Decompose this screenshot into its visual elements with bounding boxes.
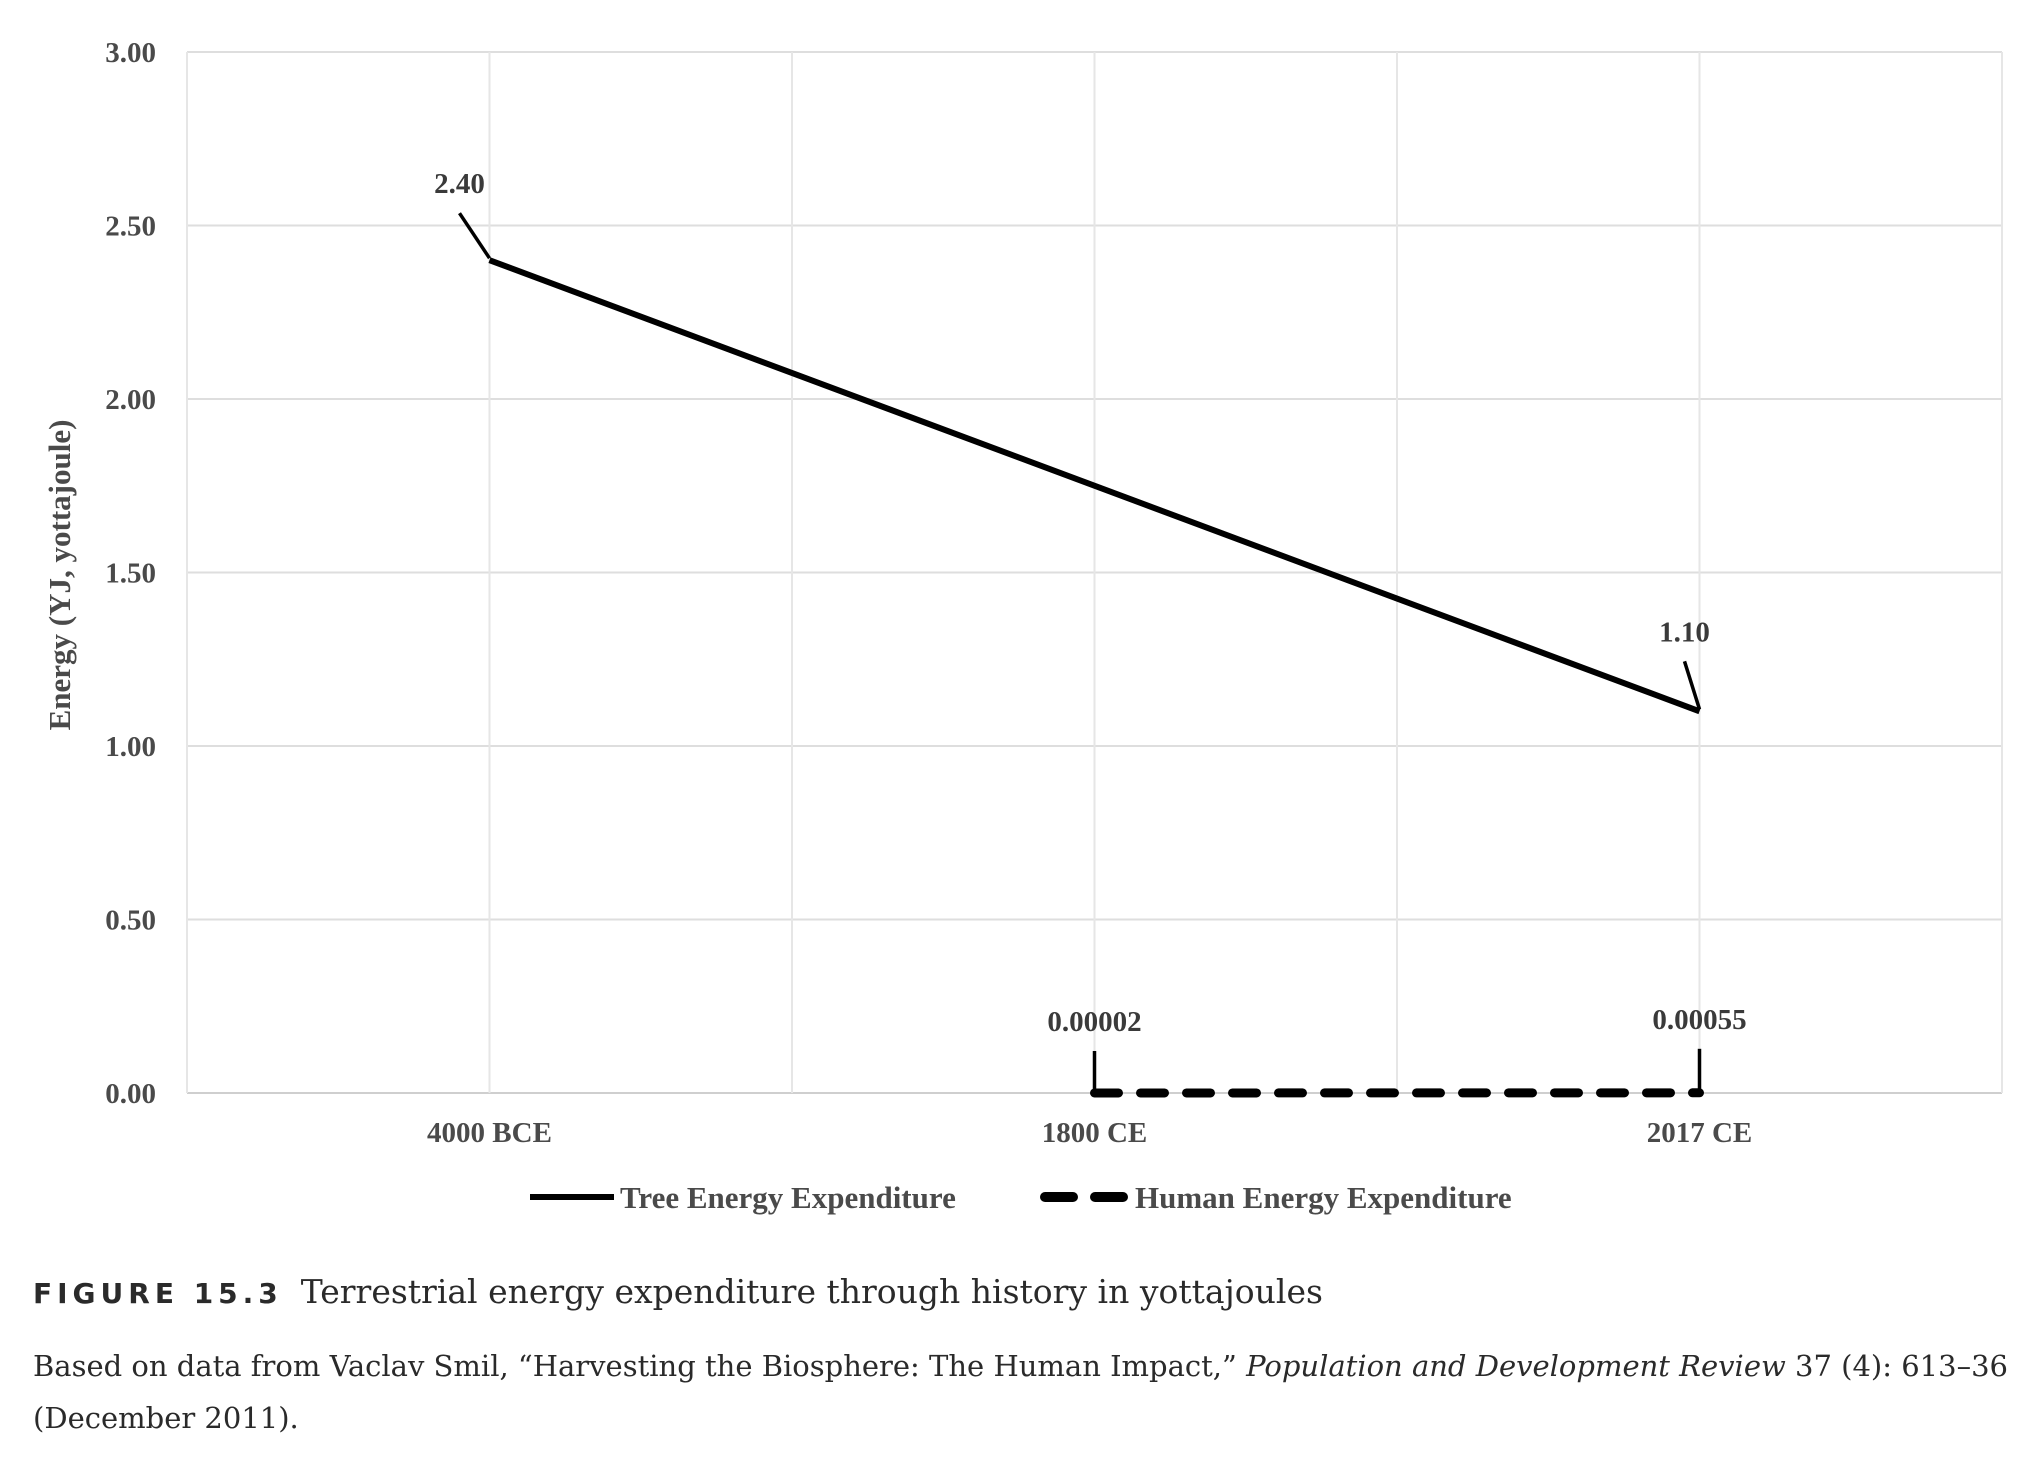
y-tick-label: 2.50 — [105, 211, 156, 243]
legend-entry-label: Tree Energy Expenditure — [620, 1180, 956, 1215]
y-tick-label: 1.00 — [105, 731, 156, 763]
y-tick-label: 3.00 — [105, 37, 156, 69]
y-axis-ticks: 0.00 0.50 1.00 1.50 2.00 2.50 3.00 — [105, 37, 156, 1110]
x-axis-ticks: 4000 BCE 1800 CE 2017 CE — [427, 1117, 1752, 1149]
y-tick-label: 2.00 — [105, 384, 156, 416]
y-tick-label: 1.50 — [105, 558, 156, 590]
series-line-tree — [488, 257, 1701, 715]
x-tick-label: 2017 CE — [1647, 1117, 1753, 1149]
data-labels: 2.40 1.10 0.00002 0.00055 — [434, 168, 1747, 1091]
legend-entry-label: Human Energy Expenditure — [1135, 1180, 1512, 1215]
data-label: 2.40 — [434, 168, 485, 200]
y-tick-label: 0.00 — [105, 1078, 156, 1110]
figure-label: FIGURE 15.3 — [33, 1277, 283, 1310]
y-axis-label: Energy (YJ, yottajoule) — [42, 420, 77, 731]
x-tick-label: 1800 CE — [1042, 1117, 1148, 1149]
data-label: 0.00055 — [1652, 1004, 1746, 1036]
figure-caption: FIGURE 15.3 Terrestrial energy expenditur… — [33, 1272, 1323, 1311]
data-label: 1.10 — [1659, 616, 1710, 648]
source-text-start: Based on data from Vaclav Smil, “Harvest… — [33, 1349, 1247, 1383]
figure-source-note: Based on data from Vaclav Smil, “Harvest… — [33, 1340, 2013, 1444]
x-tick-label: 4000 BCE — [427, 1117, 552, 1149]
figure-title: Terrestrial energy expenditure through h… — [300, 1272, 1323, 1311]
data-label-leader — [458, 212, 491, 260]
source-text-end: 37 (4): 613–36 (December 2011). — [33, 1349, 2008, 1435]
gridlines — [186, 51, 2003, 1094]
series-layer — [488, 257, 1704, 1098]
data-label-leader — [1682, 660, 1702, 710]
data-label: 0.00002 — [1047, 1006, 1141, 1038]
legend: Tree Energy Expenditure Human Energy Expe… — [530, 1180, 1512, 1215]
y-tick-label: 0.50 — [105, 905, 156, 937]
source-journal: Population and Development Review — [1246, 1349, 1786, 1383]
